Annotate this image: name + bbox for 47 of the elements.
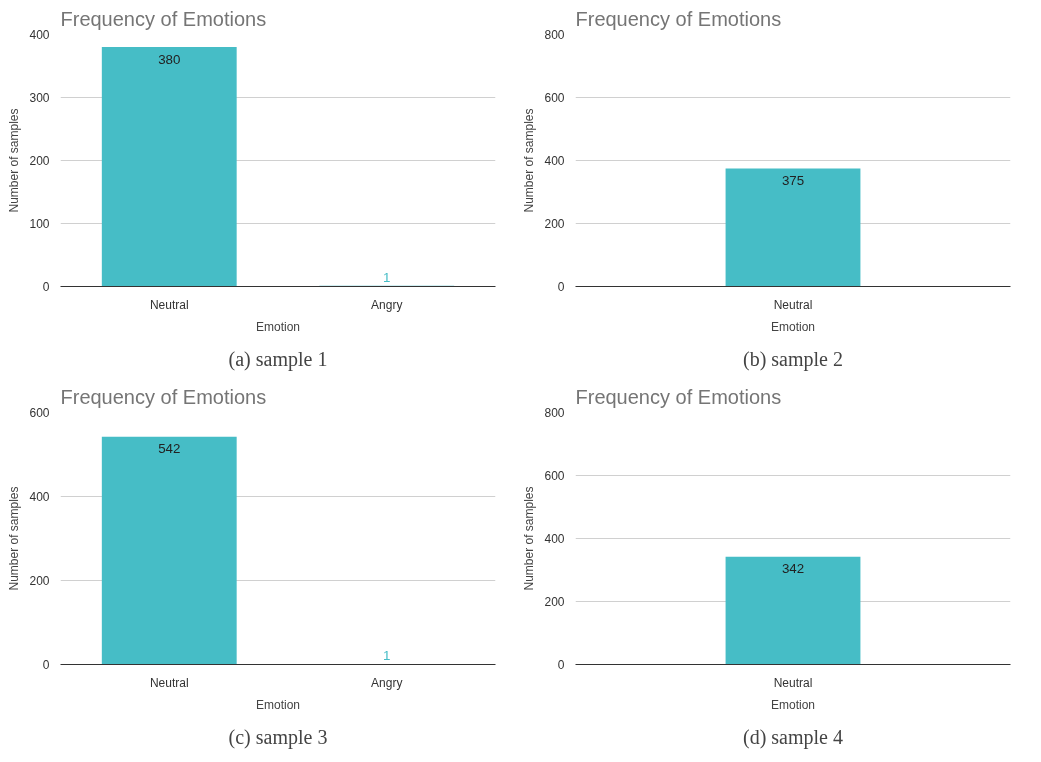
y-tick-label: 400 [544, 532, 565, 546]
y-tick-label: 800 [544, 406, 565, 420]
y-tick-label: 600 [544, 469, 565, 483]
data-label: 342 [781, 561, 805, 577]
x-tick-label: Neutral [149, 297, 189, 312]
y-axis-title: Number of samples [522, 108, 537, 213]
y-tick-label: 0 [42, 280, 50, 294]
y-tick-label: 200 [544, 217, 565, 231]
y-axis-title: Number of samples [522, 486, 537, 591]
data-label: 380 [158, 51, 181, 67]
x-tick-label: Neutral [149, 675, 189, 690]
y-tick-label: 400 [29, 28, 50, 42]
x-tick-label: Angry [371, 675, 403, 690]
text: (c) sample 3 [228, 725, 328, 749]
y-tick-label: 0 [42, 658, 50, 672]
chart-title: Frequency of Emotions [575, 7, 782, 30]
y-tick-label: 400 [544, 154, 565, 168]
y-tick-label: 600 [29, 406, 50, 420]
text: (d) sample 4 [743, 725, 843, 749]
x-axis-title: Emotion [255, 319, 301, 334]
chart-title: Frequency of Emotions [575, 385, 782, 408]
y-tick-label: 600 [544, 91, 565, 105]
y-tick-label: 800 [544, 28, 565, 42]
y-tick-label: 300 [29, 91, 50, 105]
text: (b) sample 2 [743, 347, 843, 371]
y-tick-label: 400 [29, 490, 50, 504]
y-tick-label: 100 [29, 217, 50, 231]
x-axis-title: Emotion [770, 697, 816, 712]
text: (a) sample 1 [228, 347, 328, 371]
data-label: 542 [158, 441, 181, 457]
y-axis-title: Number of samples [7, 486, 22, 591]
y-tick-label: 200 [29, 154, 50, 168]
y-tick-label: 0 [557, 280, 565, 294]
x-axis-title: Emotion [255, 697, 301, 712]
x-tick-label: Angry [371, 297, 403, 312]
y-tick-label: 200 [29, 574, 50, 588]
chart-title: Frequency of Emotions [60, 7, 267, 30]
data-label: 375 [781, 172, 805, 188]
x-tick-label: Neutral [773, 297, 813, 312]
y-tick-label: 0 [557, 658, 565, 672]
chart-title: Frequency of Emotions [60, 385, 267, 408]
x-axis-title: Emotion [770, 319, 816, 334]
x-tick-label: Neutral [773, 675, 813, 690]
data-label: 1 [383, 270, 391, 286]
y-tick-label: 200 [544, 595, 565, 609]
y-axis-title: Number of samples [7, 108, 22, 213]
data-label: 1 [383, 648, 391, 664]
